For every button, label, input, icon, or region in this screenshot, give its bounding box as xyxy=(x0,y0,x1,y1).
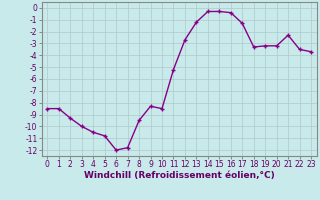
X-axis label: Windchill (Refroidissement éolien,°C): Windchill (Refroidissement éolien,°C) xyxy=(84,171,275,180)
